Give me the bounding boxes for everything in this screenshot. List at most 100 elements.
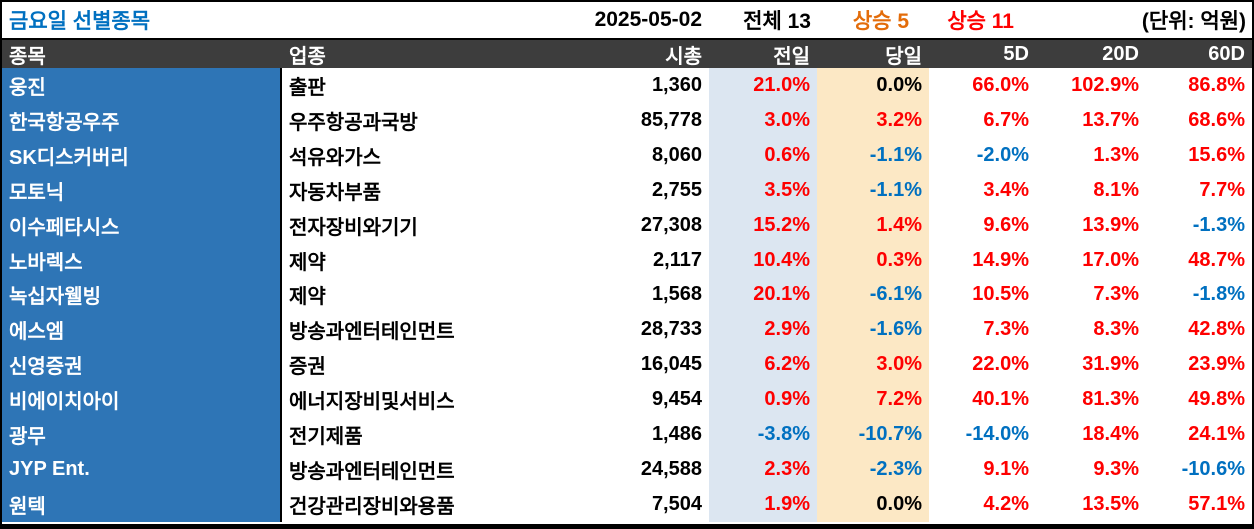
cell-market-cap: 28,733 — [640, 318, 702, 341]
cell-market-cap: 7,504 — [651, 493, 702, 516]
cell-change-5d: 4.2% — [983, 493, 1029, 516]
cell-sector: 제약 — [289, 286, 326, 309]
cell-sector: 전기제품 — [289, 426, 363, 449]
cell-change-prev: 2.3% — [709, 452, 817, 488]
cell-stock-name: 광무 — [2, 417, 282, 453]
cell-change-5d: 40.1% — [972, 388, 1029, 411]
cell-change-20d: 9.3% — [1093, 458, 1139, 481]
cell-sector: 석유와가스 — [289, 146, 381, 169]
cell-sector: 자동차부품 — [289, 181, 381, 204]
cell-change-prev: -3.8% — [709, 417, 817, 453]
cell-change-today: -10.7% — [817, 417, 929, 453]
cell-change-5d: 3.4% — [983, 178, 1029, 201]
cell-market-cap: 2,755 — [651, 178, 702, 201]
cell-change-60d: 24.1% — [1188, 423, 1245, 446]
cell-change-60d: 48.7% — [1188, 248, 1245, 271]
cell-change-20d: 13.9% — [1082, 213, 1139, 236]
table-row: JYP Ent. 방송과엔터테인먼트 24,588 2.3% -2.3% 9.1% 9.3%… — [2, 452, 1252, 488]
cell-change-20d: 8.3% — [1093, 318, 1139, 341]
cell-change-today: -2.3% — [817, 452, 929, 488]
cell-change-prev: 0.9% — [709, 382, 817, 418]
table-row: 신영증권 증권 16,045 6.2% 3.0% 22.0% 31.9% 23.9% — [2, 347, 1252, 383]
cell-stock-name: 한국항공우주 — [2, 102, 282, 138]
cell-stock-name: 원텍 — [2, 487, 282, 522]
cell-change-60d: 57.1% — [1188, 493, 1245, 516]
cell-sector: 출판 — [289, 76, 326, 99]
cell-change-60d: -1.3% — [1192, 213, 1245, 236]
cell-sector: 에너지장비및서비스 — [289, 391, 455, 414]
up-5d-count-label: 상승 11 — [947, 10, 1014, 33]
cell-market-cap: 85,778 — [640, 108, 702, 131]
cell-change-60d: -10.6% — [1181, 458, 1245, 481]
cell-change-60d: 15.6% — [1188, 143, 1245, 166]
cell-change-20d: 81.3% — [1082, 388, 1139, 411]
cell-change-prev: 3.5% — [709, 172, 817, 208]
cell-sector: 증권 — [289, 356, 326, 379]
table-row: 비에이치아이 에너지장비및서비스 9,454 0.9% 7.2% 40.1% 81.3% 49… — [2, 382, 1252, 418]
cell-market-cap: 9,454 — [651, 388, 702, 411]
cell-market-cap: 24,588 — [640, 458, 702, 481]
cell-stock-name: 노바렉스 — [2, 242, 282, 278]
cell-change-60d: 7.7% — [1199, 178, 1245, 201]
cell-sector: 전자장비와기기 — [289, 216, 418, 239]
table-row: 에스엠 방송과엔터테인먼트 28,733 2.9% -1.6% 7.3% 8.3% 42.8% — [2, 312, 1252, 348]
cell-change-20d: 13.5% — [1082, 493, 1139, 516]
cell-change-prev: 20.1% — [709, 277, 817, 313]
cell-stock-name: 이수페타시스 — [2, 207, 282, 243]
cell-market-cap: 8,060 — [651, 143, 702, 166]
column-header-prev: 전일 — [773, 46, 810, 68]
cell-change-20d: 102.9% — [1071, 73, 1139, 96]
cell-sector: 건강관리장비와용품 — [289, 496, 455, 519]
cell-change-20d: 7.3% — [1093, 283, 1139, 306]
cell-change-20d: 18.4% — [1082, 423, 1139, 446]
cell-change-prev: 15.2% — [709, 207, 817, 243]
column-header-today: 당일 — [885, 46, 922, 68]
cell-change-today: -1.1% — [817, 172, 929, 208]
cell-sector: 제약 — [289, 251, 326, 274]
cell-change-20d: 17.0% — [1082, 248, 1139, 271]
cell-sector: 방송과엔터테인먼트 — [289, 461, 455, 484]
page-title: 금요일 선별종목 — [9, 10, 151, 33]
cell-change-5d: 14.9% — [972, 248, 1029, 271]
cell-change-5d: 10.5% — [972, 283, 1029, 306]
table-header-row: 종목 업종 시총 전일 당일 5D 20D 60D — [2, 38, 1252, 68]
up-today-count-label: 상승 5 — [852, 10, 909, 33]
cell-change-prev: 2.9% — [709, 312, 817, 348]
cell-change-today: 1.4% — [817, 207, 929, 243]
cell-change-prev: 1.9% — [709, 487, 817, 522]
cell-change-prev: 6.2% — [709, 347, 817, 383]
cell-sector: 방송과엔터테인먼트 — [289, 321, 455, 344]
cell-market-cap: 27,308 — [640, 213, 702, 236]
table-row: 광무 전기제품 1,486 -3.8% -10.7% -14.0% 18.4% 24.1% — [2, 417, 1252, 453]
cell-change-60d: -1.8% — [1192, 283, 1245, 306]
column-header-name: 종목 — [9, 46, 46, 68]
table-body: 웅진 출판 1,360 21.0% 0.0% 66.0% 102.9% 86.8% 한국항공우주… — [2, 68, 1252, 522]
cell-change-5d: 7.3% — [983, 318, 1029, 341]
cell-stock-name: JYP Ent. — [2, 452, 282, 488]
cell-market-cap: 1,486 — [651, 423, 702, 446]
cell-change-today: 7.2% — [817, 382, 929, 418]
cell-change-today: -1.6% — [817, 312, 929, 348]
cell-stock-name: 웅진 — [2, 68, 282, 103]
cell-change-today: 3.2% — [817, 102, 929, 138]
table-row: 웅진 출판 1,360 21.0% 0.0% 66.0% 102.9% 86.8% — [2, 68, 1252, 103]
table-row: 원텍 건강관리장비와용품 7,504 1.9% 0.0% 4.2% 13.5% 57.1% — [2, 487, 1252, 522]
cell-stock-name: 에스엠 — [2, 312, 282, 348]
cell-change-20d: 31.9% — [1082, 353, 1139, 376]
cell-change-prev: 21.0% — [709, 68, 817, 103]
cell-change-5d: 22.0% — [972, 353, 1029, 376]
cell-change-today: 3.0% — [817, 347, 929, 383]
cell-change-prev: 0.6% — [709, 137, 817, 173]
cell-stock-name: 녹십자웰빙 — [2, 277, 282, 313]
report-date: 2025-05-02 — [594, 8, 702, 31]
cell-change-5d: -2.0% — [976, 143, 1029, 166]
cell-change-20d: 1.3% — [1093, 143, 1139, 166]
cell-change-20d: 8.1% — [1093, 178, 1139, 201]
cell-stock-name: 신영증권 — [2, 347, 282, 383]
cell-change-5d: 9.1% — [983, 458, 1029, 481]
cell-market-cap: 16,045 — [640, 353, 702, 376]
total-count-label: 전체 13 — [743, 10, 811, 33]
column-header-20d: 20D — [1102, 43, 1139, 65]
table-row: SK디스커버리 석유와가스 8,060 0.6% -1.1% -2.0% 1.3% 15.6% — [2, 137, 1252, 173]
